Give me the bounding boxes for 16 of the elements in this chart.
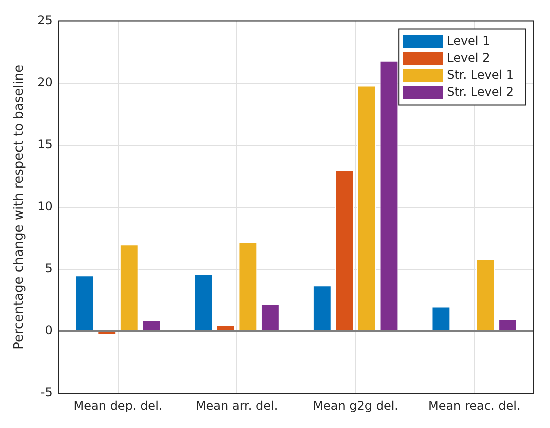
legend-label: Level 2: [447, 50, 490, 65]
y-tick-label: 20: [38, 75, 53, 90]
y-tick-label: 10: [38, 200, 53, 214]
legend-label: Str. Level 1: [447, 68, 514, 82]
x-tick-label: Mean reac. del.: [428, 398, 521, 413]
y-tick-label: 25: [38, 13, 53, 28]
x-tick-label: Mean dep. del.: [74, 398, 163, 413]
y-tick-label: 5: [45, 262, 53, 276]
y-tick-label: 0: [45, 324, 53, 338]
x-tick-label: Mean arr. del.: [196, 398, 278, 413]
legend-label: Level 1: [447, 34, 490, 48]
y-axis-title: Percentage change with respect to baseline: [12, 64, 28, 350]
y-tick-label: -5: [40, 386, 53, 400]
legend-label: Str. Level 2: [447, 84, 514, 99]
y-tick-label: 15: [38, 137, 53, 152]
x-tick-label: Mean g2g del.: [313, 398, 398, 413]
